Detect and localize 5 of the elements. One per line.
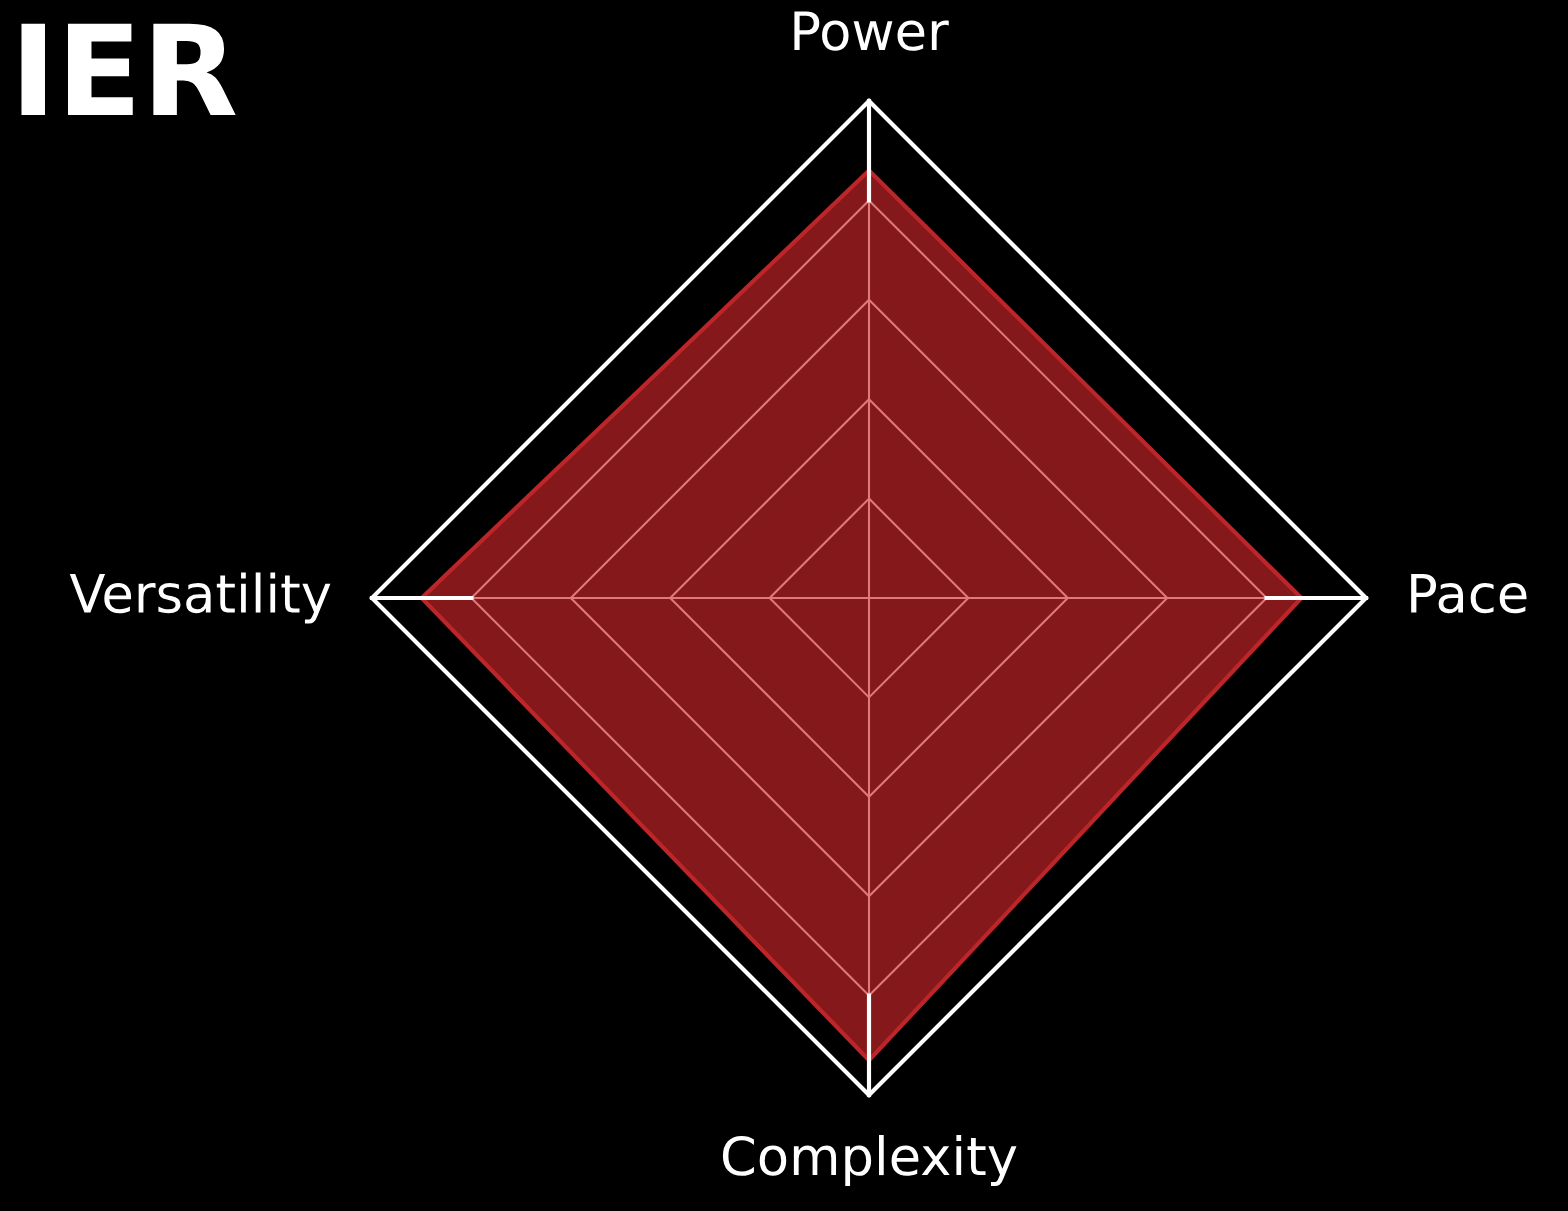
spoke-label: Versatility	[69, 572, 331, 624]
spoke-label: Power	[794, 11, 949, 51]
chart-title: IER	[21, 23, 236, 115]
spoke-label: Complexity	[722, 1135, 1017, 1187]
spoke-label: Pace	[1411, 574, 1527, 614]
